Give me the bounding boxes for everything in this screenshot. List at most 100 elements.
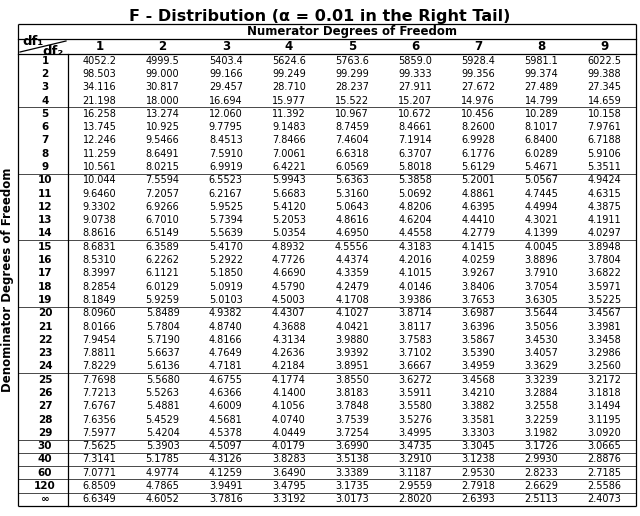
Text: 14.659: 14.659 (588, 95, 621, 106)
Text: 7.5977: 7.5977 (83, 428, 116, 438)
Text: 2.6393: 2.6393 (461, 494, 495, 504)
Text: 60: 60 (38, 468, 52, 478)
Text: 2.7185: 2.7185 (588, 468, 621, 478)
Text: 5.6129: 5.6129 (461, 162, 495, 172)
Text: 6.6349: 6.6349 (83, 494, 116, 504)
Text: 4.8616: 4.8616 (335, 215, 369, 225)
Text: 5.9106: 5.9106 (588, 149, 621, 159)
Text: 3.2560: 3.2560 (588, 361, 621, 372)
Text: 2: 2 (159, 40, 167, 53)
Text: 12.246: 12.246 (83, 135, 116, 146)
Text: 4.4307: 4.4307 (272, 308, 306, 318)
Text: 4.2636: 4.2636 (272, 348, 306, 358)
Text: 3.1494: 3.1494 (588, 401, 621, 411)
Text: 5403.4: 5403.4 (209, 56, 243, 66)
Text: 10: 10 (38, 175, 52, 185)
Text: 8.0166: 8.0166 (83, 321, 116, 331)
Text: 6.1776: 6.1776 (461, 149, 495, 159)
Text: 3.7102: 3.7102 (398, 348, 432, 358)
Text: 8.7459: 8.7459 (335, 122, 369, 132)
Text: 7.9761: 7.9761 (588, 122, 621, 132)
Text: 10.158: 10.158 (588, 109, 621, 119)
Text: 15.207: 15.207 (398, 95, 432, 106)
Text: 8.1017: 8.1017 (524, 122, 558, 132)
Text: 3.6667: 3.6667 (398, 361, 432, 372)
Text: 3.7804: 3.7804 (588, 255, 621, 265)
Text: 5.2001: 5.2001 (461, 175, 495, 185)
Text: 4: 4 (285, 40, 293, 53)
Text: 3.9267: 3.9267 (461, 268, 495, 278)
Text: 5.6363: 5.6363 (335, 175, 369, 185)
Text: 3.1982: 3.1982 (524, 428, 558, 438)
Text: 3.7583: 3.7583 (398, 335, 432, 345)
Text: 3.6822: 3.6822 (588, 268, 621, 278)
Text: 3.0665: 3.0665 (588, 441, 621, 451)
Text: 5.6136: 5.6136 (146, 361, 180, 372)
Text: 4.1911: 4.1911 (588, 215, 621, 225)
Text: 4.3359: 4.3359 (335, 268, 369, 278)
Text: 3.1735: 3.1735 (335, 481, 369, 491)
Text: 15.522: 15.522 (335, 95, 369, 106)
Text: 16: 16 (38, 255, 52, 265)
Text: 3.4795: 3.4795 (272, 481, 306, 491)
Text: 5.7804: 5.7804 (146, 321, 180, 331)
Text: 3.4995: 3.4995 (398, 428, 432, 438)
Text: 13: 13 (38, 215, 52, 225)
Text: 3.4530: 3.4530 (524, 335, 558, 345)
Text: 1: 1 (42, 56, 49, 66)
Text: 10.044: 10.044 (83, 175, 116, 185)
Text: 19: 19 (38, 295, 52, 305)
Text: 6.7010: 6.7010 (146, 215, 180, 225)
Text: 3.3981: 3.3981 (588, 321, 621, 331)
Text: 5.5680: 5.5680 (146, 375, 180, 385)
Text: 3.2884: 3.2884 (524, 388, 558, 398)
Text: 5.1850: 5.1850 (209, 268, 243, 278)
Text: 3.5867: 3.5867 (461, 335, 495, 345)
Text: 10.456: 10.456 (461, 109, 495, 119)
Text: 8.2854: 8.2854 (83, 282, 116, 292)
Text: 4.6366: 4.6366 (209, 388, 243, 398)
Text: 99.166: 99.166 (209, 69, 243, 79)
Text: 4.4558: 4.4558 (398, 229, 432, 238)
Text: 27.345: 27.345 (588, 82, 621, 92)
Text: 4.6755: 4.6755 (209, 375, 243, 385)
Text: 6.9919: 6.9919 (209, 162, 243, 172)
Text: 7.8229: 7.8229 (83, 361, 116, 372)
Text: 3.9880: 3.9880 (335, 335, 369, 345)
Text: 7.9454: 7.9454 (83, 335, 116, 345)
Text: 6: 6 (42, 122, 49, 132)
Text: 3.1195: 3.1195 (588, 414, 621, 425)
Text: 5.1785: 5.1785 (146, 455, 180, 464)
Text: 3.1818: 3.1818 (588, 388, 621, 398)
Text: 7: 7 (474, 40, 483, 53)
Text: 8.2600: 8.2600 (461, 122, 495, 132)
Text: 4.8932: 4.8932 (272, 242, 306, 252)
Text: 6.5149: 6.5149 (146, 229, 180, 238)
Text: 8.6831: 8.6831 (83, 242, 116, 252)
Text: 3.3239: 3.3239 (524, 375, 558, 385)
Text: 3.5911: 3.5911 (398, 388, 432, 398)
Text: 4.5681: 4.5681 (209, 414, 243, 425)
Text: 8.1849: 8.1849 (83, 295, 116, 305)
Text: 18.000: 18.000 (146, 95, 179, 106)
Text: 3.5390: 3.5390 (461, 348, 495, 358)
Text: 4.1056: 4.1056 (272, 401, 306, 411)
Text: 4.4374: 4.4374 (335, 255, 369, 265)
Text: 3.2910: 3.2910 (398, 455, 432, 464)
Text: 28.710: 28.710 (272, 82, 306, 92)
Text: 2.5113: 2.5113 (524, 494, 558, 504)
Text: 3.0173: 3.0173 (335, 494, 369, 504)
Text: 120: 120 (34, 481, 56, 491)
Text: 4052.2: 4052.2 (83, 56, 116, 66)
Text: 2.8876: 2.8876 (588, 455, 621, 464)
Text: 3.3303: 3.3303 (461, 428, 495, 438)
Text: 30.817: 30.817 (146, 82, 180, 92)
Text: 4.3875: 4.3875 (588, 202, 621, 212)
Text: 4.5097: 4.5097 (209, 441, 243, 451)
Text: 3.3192: 3.3192 (272, 494, 306, 504)
Text: 4.1415: 4.1415 (461, 242, 495, 252)
Text: 4.2779: 4.2779 (461, 229, 495, 238)
Text: 3.5138: 3.5138 (335, 455, 369, 464)
Text: 3.8896: 3.8896 (525, 255, 558, 265)
Text: 7.1914: 7.1914 (398, 135, 432, 146)
